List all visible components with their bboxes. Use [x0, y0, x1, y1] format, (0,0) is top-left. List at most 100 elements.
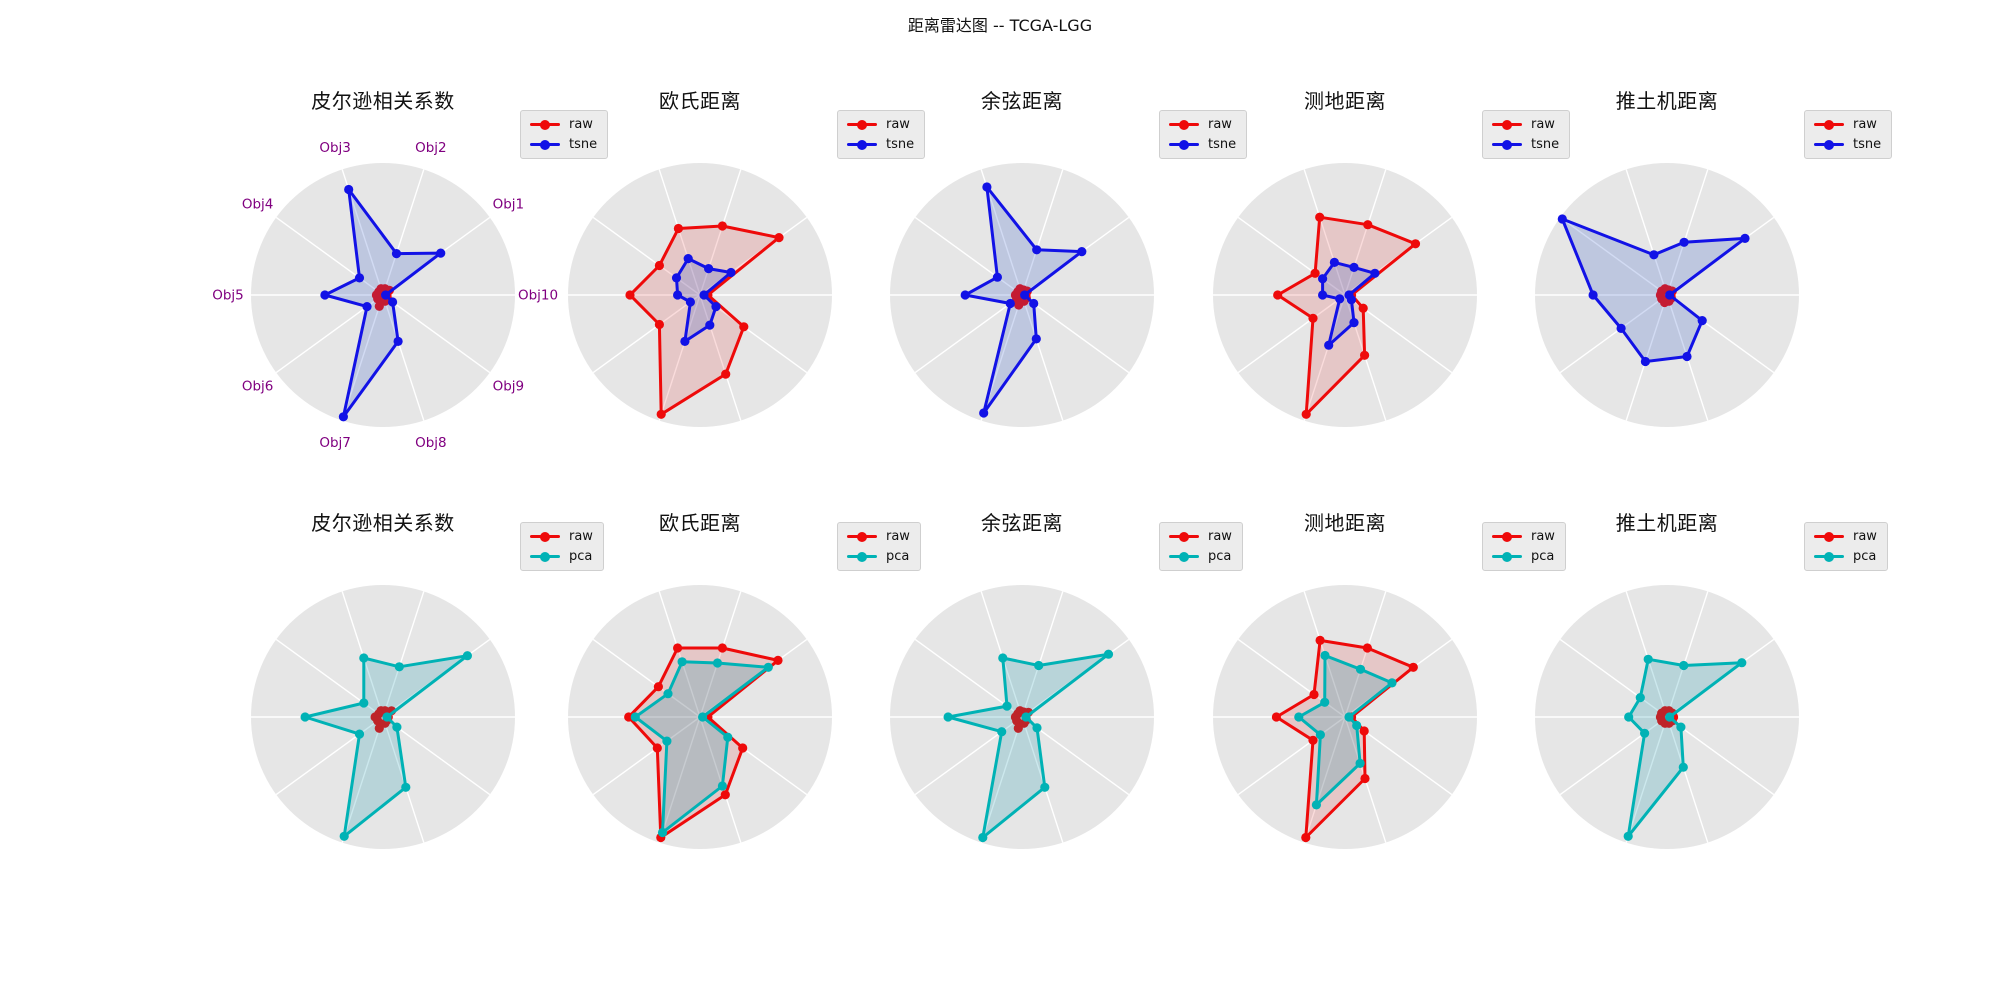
series-pca-marker	[1034, 660, 1044, 671]
radar-spoke	[980, 716, 1023, 843]
series-pca-marker	[998, 653, 1008, 663]
legend-item-tsne: tsne	[530, 138, 597, 151]
axis-label-obj7: Obj7	[319, 435, 351, 451]
radar-spoke	[1625, 169, 1668, 296]
series-tsne-marker	[673, 290, 683, 300]
legend-dot-icon	[1502, 551, 1512, 562]
series-pca-marker	[1676, 722, 1686, 732]
legend-item-pca: pca	[1169, 550, 1232, 563]
radar-chart	[1535, 163, 1799, 427]
axis-label-obj1: Obj1	[493, 196, 525, 212]
radar-spoke	[914, 216, 1023, 296]
series-raw-marker	[717, 221, 727, 231]
legend-line-icon	[530, 139, 560, 150]
subplot-title: 欧氏距离	[659, 511, 741, 535]
series-pca-marker	[763, 662, 773, 672]
series-tsne-marker	[1318, 290, 1328, 300]
series-pca-marker	[943, 712, 953, 722]
legend-line-icon	[530, 119, 560, 130]
series-raw-marker	[1408, 662, 1418, 672]
radar-spoke	[1021, 294, 1130, 374]
legend-dot-icon	[1502, 531, 1512, 542]
subplot-title: 皮尔逊相关系数	[311, 511, 455, 535]
legend-line-icon	[1814, 139, 1844, 150]
legend-label: pca	[1531, 549, 1555, 564]
radar-chart	[251, 585, 515, 849]
legend-item-raw: raw	[530, 530, 593, 543]
radar-spoke	[1625, 716, 1668, 843]
series-tsne-marker	[982, 182, 992, 192]
radar-spoke	[382, 294, 491, 374]
series-pca-marker	[1311, 800, 1321, 810]
series-raw-marker	[654, 319, 664, 330]
legend-item-raw: raw	[1492, 118, 1559, 131]
legend-dot-icon	[857, 531, 867, 542]
series-tsne-marker	[726, 267, 736, 278]
series-pca-marker	[359, 698, 369, 708]
series-tsne-marker	[683, 254, 693, 264]
legend-label: raw	[1853, 117, 1877, 132]
series-raw-marker	[1360, 350, 1370, 360]
series-pca-marker	[630, 712, 640, 722]
axis-label-obj3: Obj3	[319, 140, 351, 156]
axis-label-obj8: Obj8	[415, 435, 447, 451]
radar-spoke	[914, 294, 1023, 374]
series-tsne-marker	[381, 290, 391, 300]
series-pca-marker	[394, 662, 404, 672]
legend-line-icon	[1492, 139, 1522, 150]
radar-spoke	[1303, 716, 1346, 843]
series-raw-marker	[1301, 832, 1311, 843]
legend: raw pca	[1482, 522, 1566, 571]
legend-label: tsne	[1531, 137, 1560, 152]
radar-spoke	[699, 591, 742, 718]
legend-label: raw	[1531, 529, 1555, 544]
legend-label: raw	[569, 529, 593, 544]
radar-chart	[1213, 163, 1477, 427]
series-pca-marker	[663, 689, 673, 699]
series-pca-marker	[1635, 693, 1645, 703]
series-raw-marker	[1362, 643, 1372, 653]
legend-dot-icon	[1179, 119, 1189, 130]
subplot-title: 欧氏距离	[659, 89, 741, 113]
series-pca-marker	[382, 712, 392, 722]
series-tsne-marker	[671, 273, 682, 283]
radar-spoke	[1559, 716, 1668, 796]
legend-item-raw: raw	[847, 118, 914, 131]
series-pca-marker	[1021, 712, 1031, 722]
series-raw-marker	[1315, 635, 1325, 645]
series-pca-marker	[1678, 762, 1688, 772]
radar-spoke	[1344, 169, 1387, 296]
series-raw-marker	[1301, 409, 1311, 419]
series-tsne-marker	[393, 336, 403, 346]
series-raw-marker	[720, 790, 730, 800]
series-pca-marker	[1640, 728, 1650, 738]
series-tsne-marker	[960, 290, 970, 300]
series-tsne-marker	[1318, 274, 1328, 284]
legend-item-pca: pca	[1492, 550, 1555, 563]
axis-label-obj2: Obj2	[415, 140, 447, 156]
series-pca-marker	[723, 732, 733, 742]
radar-spoke	[658, 591, 701, 718]
series-pca-marker	[392, 722, 402, 732]
series-pca-marker	[1624, 712, 1634, 722]
radar-spoke	[275, 716, 384, 796]
series-raw-marker	[1315, 212, 1325, 222]
legend-label: pca	[569, 549, 593, 564]
legend-dot-icon	[857, 551, 867, 562]
series-raw-marker	[1271, 712, 1281, 722]
series-pca-marker	[1355, 758, 1365, 768]
series-raw-marker	[774, 233, 784, 243]
series-tsne-marker	[704, 264, 714, 274]
radar-spoke	[1303, 294, 1346, 421]
legend-dot-icon	[540, 119, 550, 130]
series-tsne-marker	[354, 273, 365, 283]
legend-dot-icon	[1824, 551, 1834, 562]
legend: raw pca	[1159, 522, 1243, 571]
series-pca-marker	[1352, 720, 1362, 731]
radar-chart: Obj1 Obj2 Obj3 Obj4 Obj5 Obj6 Obj7 Obj8 Obj9 Obj1…	[212, 140, 558, 451]
series-pca-marker	[997, 727, 1007, 737]
series-raw-marker	[653, 682, 663, 692]
series-pca-marker	[401, 782, 411, 792]
legend-dot-icon	[1824, 531, 1834, 542]
series-pca-marker	[1355, 664, 1366, 674]
